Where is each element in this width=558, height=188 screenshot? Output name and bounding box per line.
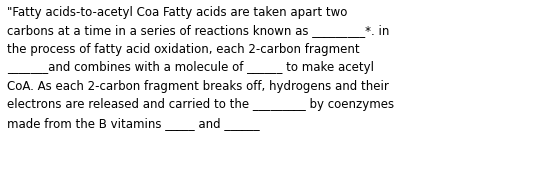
Text: "Fatty acids-to-acetyl Coa Fatty acids are taken apart two
carbons at a time in : "Fatty acids-to-acetyl Coa Fatty acids a… bbox=[7, 6, 394, 130]
